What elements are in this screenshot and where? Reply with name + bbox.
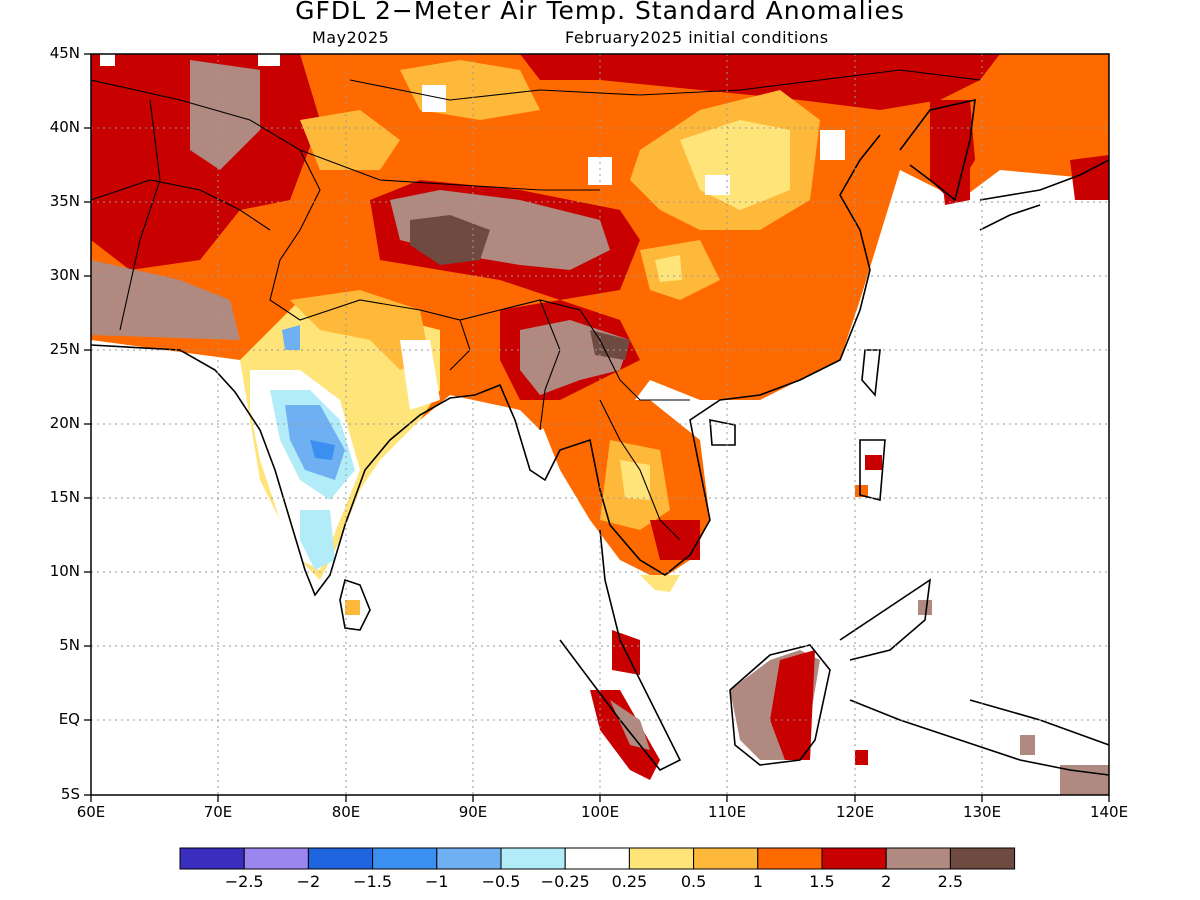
initial-conditions: February2025 initial conditions [565, 28, 829, 47]
colorbar-swatch [564, 847, 630, 870]
colorbar-label: 1 [752, 872, 763, 891]
lat-label: 45N [49, 44, 80, 62]
colorbar-swatch [179, 847, 245, 870]
colorbar-swatch [628, 847, 695, 870]
colorbar-swatch [949, 847, 1016, 870]
lat-label: 35N [49, 192, 80, 210]
colorbar-label: −2 [296, 872, 321, 891]
colorbar-label: −1.5 [353, 872, 393, 891]
lon-label: 100E [580, 803, 620, 821]
graticule [91, 54, 1109, 795]
lat-label: 10N [49, 562, 80, 580]
axis-ticks [84, 53, 1110, 802]
colorbar-label: 0.25 [611, 872, 648, 891]
lon-label: 110E [707, 803, 747, 821]
lon-label: 120E [835, 803, 875, 821]
lon-label: 130E [962, 803, 1002, 821]
coastlines [91, 98, 1109, 776]
colorbar-swatch [821, 847, 887, 870]
lat-label: 5N [59, 636, 80, 654]
lon-label: 70E [203, 803, 233, 821]
chart-title: GFDL 2−Meter Air Temp. Standard Anomalie… [295, 0, 905, 25]
lat-label: 20N [49, 414, 80, 432]
lon-label: 80E [331, 803, 361, 821]
lat-label: 40N [49, 118, 80, 136]
lat-label: 15N [49, 488, 80, 506]
lon-label: 140E [1089, 803, 1129, 821]
colorbar [179, 847, 1016, 870]
colorbar-swatch [436, 847, 502, 870]
colorbar-label: 1.5 [809, 872, 835, 891]
colorbar-swatch [757, 847, 823, 870]
colorbar-label: 2 [881, 872, 892, 891]
country-borders [91, 69, 981, 541]
colorbar-swatch [693, 847, 759, 870]
lon-label: 90E [458, 803, 488, 821]
colorbar-swatch [372, 847, 438, 870]
anomaly-field [91, 54, 1109, 795]
colorbar-label: −1 [425, 872, 449, 891]
colorbar-label: 0.5 [680, 872, 707, 891]
colorbar-swatch [500, 847, 566, 870]
colorbar-swatch [307, 847, 374, 870]
lat-label: 30N [49, 266, 80, 284]
colorbar-swatch [885, 847, 951, 870]
colorbar-label: −0.25 [540, 872, 590, 891]
lat-label: 5S [60, 785, 80, 803]
colorbar-swatch [243, 847, 309, 870]
valid-month: May2025 [312, 28, 390, 47]
colorbar-label: −2.5 [224, 872, 264, 891]
colorbar-label: 2.5 [937, 872, 964, 891]
lon-label: 60E [76, 803, 106, 821]
colorbar-label: −0.5 [481, 872, 521, 891]
lat-label: EQ [58, 710, 80, 728]
lat-label: 25N [49, 340, 80, 358]
